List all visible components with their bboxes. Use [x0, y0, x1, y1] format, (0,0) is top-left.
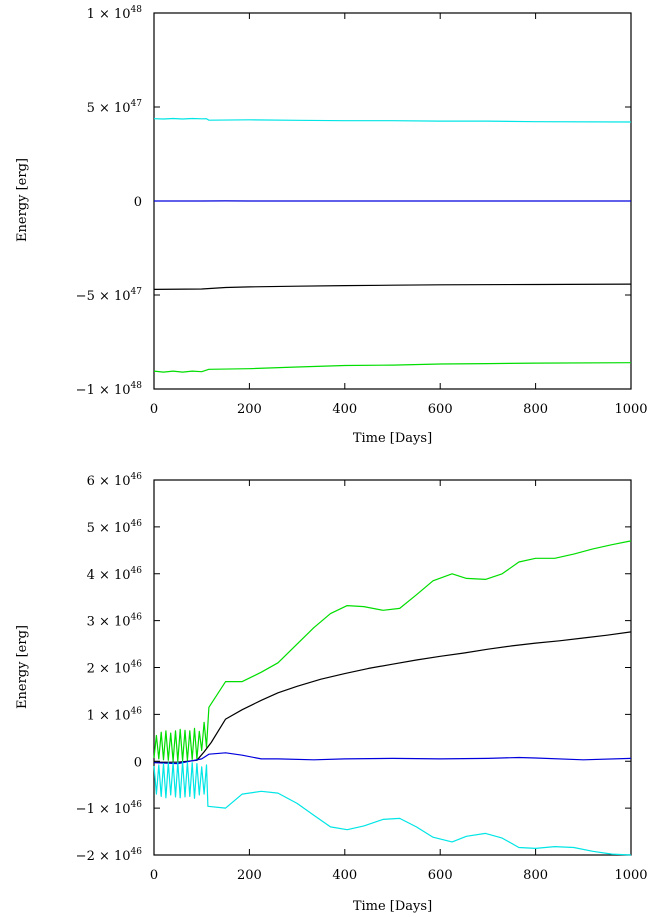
bottom-y-tick-label: 0: [134, 755, 142, 770]
tick-mantissa: 5 × 10: [87, 101, 131, 116]
bottom-plot-frame: [153, 479, 632, 856]
top-x-tick-label: 800: [523, 402, 548, 417]
top-x-tick-label: 600: [428, 402, 453, 417]
bottom-x-axis-title: Time [Days]: [353, 899, 432, 914]
top-y-tick-label: 0: [134, 195, 142, 210]
bottom-y-tick-label: −1 × 1046: [76, 800, 143, 817]
bottom-x-tick-label: 1000: [614, 868, 647, 883]
tick-mantissa: −1 × 10: [76, 383, 131, 398]
tick-mantissa: −5 × 10: [76, 289, 131, 304]
tick-mantissa: 3 × 10: [87, 615, 131, 630]
top-series-line-4: [153, 362, 632, 373]
bottom-series-line-4: [153, 761, 632, 856]
tick-mantissa: 1 × 10: [87, 7, 131, 22]
top-y-tick-label: −1 × 1048: [76, 381, 143, 398]
bottom-x-tick-label: 0: [150, 868, 158, 883]
bottom-y-tick-label: 4 × 1046: [87, 566, 143, 583]
bottom-x-tick-label: 200: [237, 868, 262, 883]
top-y-tick-label: 1 × 1048: [87, 5, 143, 22]
bottom-y-axis-title: Energy [erg]: [15, 625, 30, 709]
top-x-tick-label: 1000: [614, 402, 647, 417]
bottom-y-tick-label: 1 × 1046: [87, 706, 143, 723]
bottom-x-tick-label: 800: [523, 868, 548, 883]
tick-mantissa: 6 × 10: [87, 474, 131, 489]
tick-exponent: 46: [131, 660, 143, 670]
tick-mantissa: 5 × 10: [87, 521, 131, 536]
tick-exponent: 46: [131, 519, 143, 529]
tick-mantissa: −2 × 10: [76, 849, 131, 864]
tick-exponent: 47: [131, 99, 143, 109]
tick-exponent: 48: [131, 381, 143, 391]
tick-mantissa: −1 × 10: [76, 802, 131, 817]
bottom-series-line-1: [153, 540, 632, 762]
bottom-y-tick-label: 6 × 1046: [87, 472, 143, 489]
top-x-tick-label: 400: [332, 402, 357, 417]
top-series-line-3: [153, 283, 632, 290]
tick-mantissa: 4 × 10: [87, 568, 131, 583]
tick-exponent: 46: [131, 566, 143, 576]
bottom-series-line-2: [154, 631, 632, 763]
tick-exponent: 46: [131, 472, 143, 482]
bottom-series-line-3: [153, 752, 632, 765]
bottom-y-tick-label: 2 × 1046: [87, 660, 143, 677]
tick-exponent: 47: [131, 287, 143, 297]
tick-exponent: 46: [131, 613, 143, 623]
tick-mantissa: 0: [134, 755, 142, 770]
top-y-tick-label: 5 × 1047: [87, 99, 143, 116]
top-y-tick-label: −5 × 1047: [76, 287, 143, 304]
tick-mantissa: 2 × 10: [87, 662, 131, 677]
tick-mantissa: 1 × 10: [87, 708, 131, 723]
top-series-line-1: [153, 117, 632, 123]
bottom-x-tick-label: 400: [332, 868, 357, 883]
bottom-y-tick-label: −2 × 1046: [76, 847, 143, 864]
tick-exponent: 48: [131, 5, 143, 15]
top-x-tick-label: 200: [237, 402, 262, 417]
tick-exponent: 46: [131, 800, 143, 810]
bottom-x-tick-label: 600: [428, 868, 453, 883]
tick-exponent: 46: [131, 847, 143, 857]
bottom-y-tick-label: 5 × 1046: [87, 519, 143, 536]
top-x-tick-label: 0: [150, 402, 158, 417]
top-x-axis-title: Time [Days]: [353, 431, 432, 446]
tick-exponent: 46: [131, 706, 143, 716]
tick-mantissa: 0: [134, 195, 142, 210]
top-y-axis-title: Energy [erg]: [15, 158, 30, 242]
bottom-y-tick-label: 3 × 1046: [87, 613, 143, 630]
